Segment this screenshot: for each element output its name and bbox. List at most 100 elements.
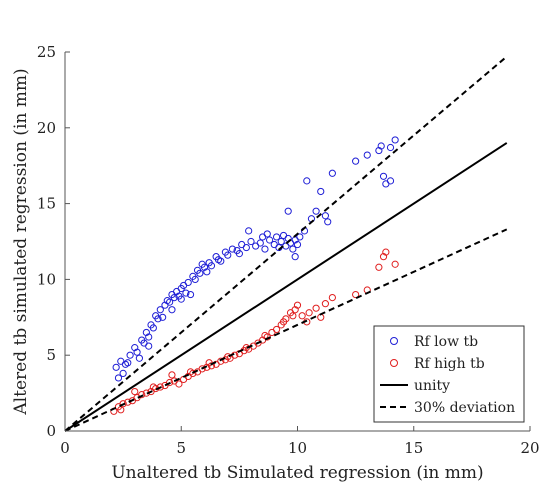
data-point [352, 157, 360, 165]
y-axis-label: Altered tb simulated regression (in mm) [11, 68, 31, 415]
data-point [391, 260, 399, 268]
data-point [119, 400, 127, 408]
data-point [386, 143, 395, 152]
data-point [293, 301, 302, 309]
data-point [224, 353, 232, 361]
data-point [168, 306, 176, 314]
data-point [126, 351, 134, 359]
data-point [379, 172, 388, 180]
x-tick-label: 20 [520, 439, 539, 457]
data-point [124, 398, 132, 406]
data-point [214, 256, 223, 264]
data-point [224, 251, 232, 259]
data-point [119, 369, 127, 377]
data-point [198, 365, 206, 373]
data-point [145, 333, 153, 341]
data-point [289, 312, 297, 320]
y-tick-label: 5 [46, 346, 56, 364]
data-point [149, 324, 157, 332]
y-tick-label: 15 [37, 195, 56, 213]
data-point [256, 239, 264, 247]
data-point [296, 233, 304, 241]
x-tick-label: 10 [288, 439, 307, 457]
y-tick-label: 25 [37, 43, 56, 61]
data-point [305, 309, 313, 317]
data-point [145, 342, 153, 350]
data-point [154, 315, 162, 323]
data-point [277, 237, 285, 246]
data-point [138, 391, 146, 399]
data-point [303, 177, 311, 185]
data-point [149, 383, 157, 391]
data-point [272, 325, 281, 334]
data-point [317, 187, 325, 196]
data-point [259, 233, 267, 241]
data-point [352, 290, 360, 299]
data-point [272, 233, 281, 241]
y-tick-label: 10 [37, 270, 56, 288]
data-point [235, 250, 243, 258]
data-point [261, 245, 269, 253]
data-point [186, 290, 195, 299]
data-point [217, 357, 225, 365]
x-tick-label: 15 [404, 439, 423, 457]
data-point [166, 378, 174, 387]
data-point [377, 142, 385, 150]
series-line [64, 55, 508, 432]
data-point [289, 245, 297, 253]
data-point [379, 253, 388, 261]
y-tick-label: 20 [37, 119, 56, 137]
y-tick-label: 0 [46, 422, 56, 440]
data-point [391, 136, 399, 144]
data-point [177, 295, 185, 303]
data-point [247, 237, 255, 246]
y-axis: 0 5 10 15 20 25 [37, 43, 70, 440]
data-point [291, 253, 299, 261]
data-point [266, 236, 274, 244]
data-point [184, 278, 192, 287]
legend-marker-symbol [390, 359, 398, 367]
data-point [245, 227, 253, 235]
x-tick-label: 5 [176, 439, 186, 457]
x-tick-label: 0 [60, 439, 70, 457]
x-axis: 0 5 10 15 20 [60, 426, 540, 457]
data-point [324, 218, 332, 226]
data-point [261, 331, 269, 340]
data-point [112, 363, 120, 371]
data-point [168, 371, 176, 379]
data-point [182, 289, 190, 297]
legend-entry-label: unity [414, 378, 450, 394]
data-point [284, 207, 292, 215]
data-point [135, 354, 143, 362]
data-point [114, 374, 123, 382]
data-point [328, 293, 336, 302]
data-point [191, 275, 199, 283]
series-line [64, 142, 508, 432]
data-point [321, 300, 329, 308]
data-point [242, 243, 250, 252]
data-point [131, 387, 139, 396]
data-point [207, 262, 216, 270]
data-point [312, 304, 320, 312]
data-point [279, 318, 288, 326]
legend-entry-label: 30% deviation [414, 400, 515, 416]
data-point [156, 383, 164, 391]
legend-entry-label: Rf low tb [414, 334, 478, 350]
series-line [64, 228, 508, 432]
data-point [363, 151, 371, 159]
plot-area [64, 52, 530, 432]
data-point [117, 406, 125, 414]
data-point [196, 269, 204, 277]
data-point [203, 268, 211, 276]
x-axis-label: Unaltered tb Simulated regression (in mm… [111, 463, 483, 483]
data-point [312, 207, 320, 215]
data-point [175, 380, 183, 388]
data-point [386, 177, 395, 185]
data-point [375, 263, 383, 271]
data-point [166, 298, 174, 306]
data-point [298, 312, 306, 320]
data-point [159, 313, 167, 321]
data-point [124, 359, 132, 367]
data-point [328, 169, 336, 177]
